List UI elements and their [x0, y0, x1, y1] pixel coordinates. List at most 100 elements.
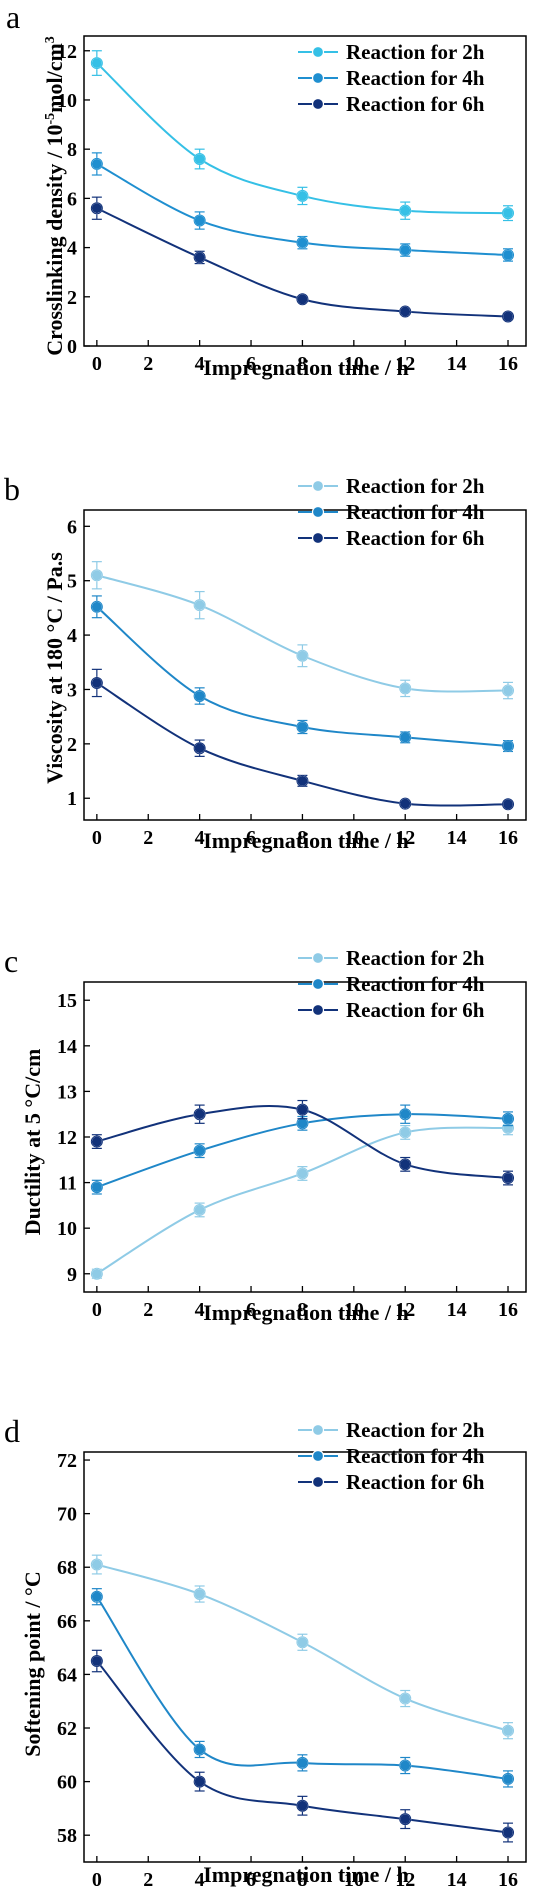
x-tick-label: 8: [297, 827, 307, 849]
axes-frame: [83, 1451, 527, 1863]
legend-marker: [311, 97, 325, 111]
data-point-outline: [502, 1826, 515, 1839]
y-axis-title: Viscosity at 180 °C / Pa.s: [42, 552, 67, 784]
y-tick-label: 70: [57, 1504, 77, 1526]
x-axis-title: Impregnation time / h: [203, 828, 409, 853]
legend-entry: Reaction for 6h: [346, 998, 485, 1022]
x-tick-label: 6: [246, 827, 256, 849]
x-tick-label: 14: [447, 1869, 467, 1891]
x-tick-label: 12: [395, 353, 415, 375]
data-point-outline: [90, 569, 103, 582]
x-axis-title: Impregnation time / h: [203, 1300, 409, 1325]
legend-entry: Reaction for 2h: [346, 1418, 485, 1442]
data-point-outline: [193, 599, 206, 612]
panel-c: c Ductility at 5 °C/cm Impregnation time…: [4, 943, 527, 1325]
y-axis-title-sup: -5: [43, 113, 58, 125]
data-point-outline: [90, 1135, 103, 1148]
data-point-outline: [399, 682, 412, 695]
axes-frame: [83, 35, 527, 347]
legend-marker: [311, 1475, 325, 1489]
data-point-outline: [193, 1108, 206, 1121]
data-point-outline: [193, 214, 206, 227]
y-axis-title-sup2: 3: [43, 36, 58, 43]
data-point-outline: [502, 1772, 515, 1785]
data-point-outline: [399, 1759, 412, 1772]
series-line: [96, 682, 509, 807]
y-tick-label: 6: [67, 188, 77, 210]
x-tick-label: 4: [195, 1299, 205, 1321]
y-tick-label: 66: [57, 1611, 77, 1633]
x-tick-label: 4: [195, 1869, 205, 1891]
x-tick-label: 4: [195, 353, 205, 375]
x-tick-label: 10: [344, 827, 364, 849]
y-tick-label: 64: [57, 1664, 77, 1686]
y-tick-label: 68: [57, 1557, 77, 1579]
data-point-outline: [193, 690, 206, 702]
data-point-outline: [193, 153, 206, 166]
plot-area: 0 2 4 6 8 10 12 14 16 9 10 11 12 13 14 15 Reaction for 2…: [57, 946, 527, 1321]
y-tick-label: 6: [67, 516, 77, 538]
series-3: [90, 196, 515, 323]
data-point-outline: [399, 1813, 412, 1826]
legend-entry: Reaction for 2h: [346, 474, 485, 498]
x-tick-label: 6: [246, 1299, 256, 1321]
data-point-outline: [502, 1172, 515, 1185]
data-point-outline: [502, 798, 515, 811]
legend-marker: [311, 479, 325, 493]
panel-label: c: [4, 943, 18, 979]
x-tick-label: 2: [143, 1299, 153, 1321]
data-point-outline: [296, 293, 309, 306]
data-point-outline: [193, 1203, 206, 1216]
y-tick-label: 4: [67, 238, 77, 260]
data-point-outline: [502, 1112, 515, 1125]
x-tick-label: 12: [395, 827, 415, 849]
axes-frame: [83, 981, 527, 1293]
data-point-outline: [296, 649, 309, 662]
legend-entry: Reaction for 4h: [346, 500, 485, 524]
data-point-outline: [399, 1692, 412, 1705]
data-point-outline: [399, 1126, 412, 1139]
data-point-outline: [399, 1158, 412, 1171]
x-tick-label: 8: [297, 1869, 307, 1891]
x-tick-label: 12: [395, 1869, 415, 1891]
y-tick-label: 4: [67, 625, 77, 647]
data-point-outline: [296, 1799, 309, 1812]
data-point-outline: [193, 1743, 206, 1756]
y-tick-label: 2: [67, 287, 77, 309]
legend-marker: [311, 531, 325, 545]
series-1: [90, 1120, 515, 1280]
data-point-outline: [296, 721, 309, 733]
data-point-outline: [502, 248, 515, 261]
data-point-outline: [296, 1636, 309, 1649]
series-1: [90, 50, 515, 222]
y-tick-label: 10: [57, 1218, 77, 1240]
x-tick-label: 14: [447, 353, 467, 375]
panel-b: b Viscosity at 180 °C / Pa.s Impregnatio…: [4, 471, 527, 853]
data-point-outline: [502, 1724, 515, 1737]
y-tick-label: 58: [57, 1825, 77, 1847]
x-tick-label: 14: [447, 827, 467, 849]
x-tick-label: 0: [92, 353, 102, 375]
panel-d: d Softening point / °C Impregnation time…: [4, 1413, 527, 1891]
x-tick-label: 8: [297, 1299, 307, 1321]
panel-a: a Crosslinking density / 10-5mol/cm3 Imp…: [6, 0, 527, 380]
x-tick-label: 10: [344, 1869, 364, 1891]
data-point-outline: [399, 797, 412, 810]
series-2: [90, 1104, 515, 1195]
data-point-outline: [399, 204, 412, 217]
x-tick-label: 16: [498, 1869, 518, 1891]
legend-entry: Reaction for 6h: [346, 526, 485, 550]
data-point-outline: [90, 600, 103, 613]
y-tick-label: 62: [57, 1718, 77, 1740]
data-point-outline: [399, 1108, 412, 1121]
series-line: [96, 574, 509, 693]
y-tick-label: 11: [58, 1173, 77, 1195]
x-axis-title: Impregnation time / h: [203, 355, 409, 380]
y-axis-title-main: Crosslinking density / 10: [42, 125, 67, 356]
data-point-outline: [296, 1103, 309, 1116]
y-tick-label: 1: [67, 788, 77, 810]
